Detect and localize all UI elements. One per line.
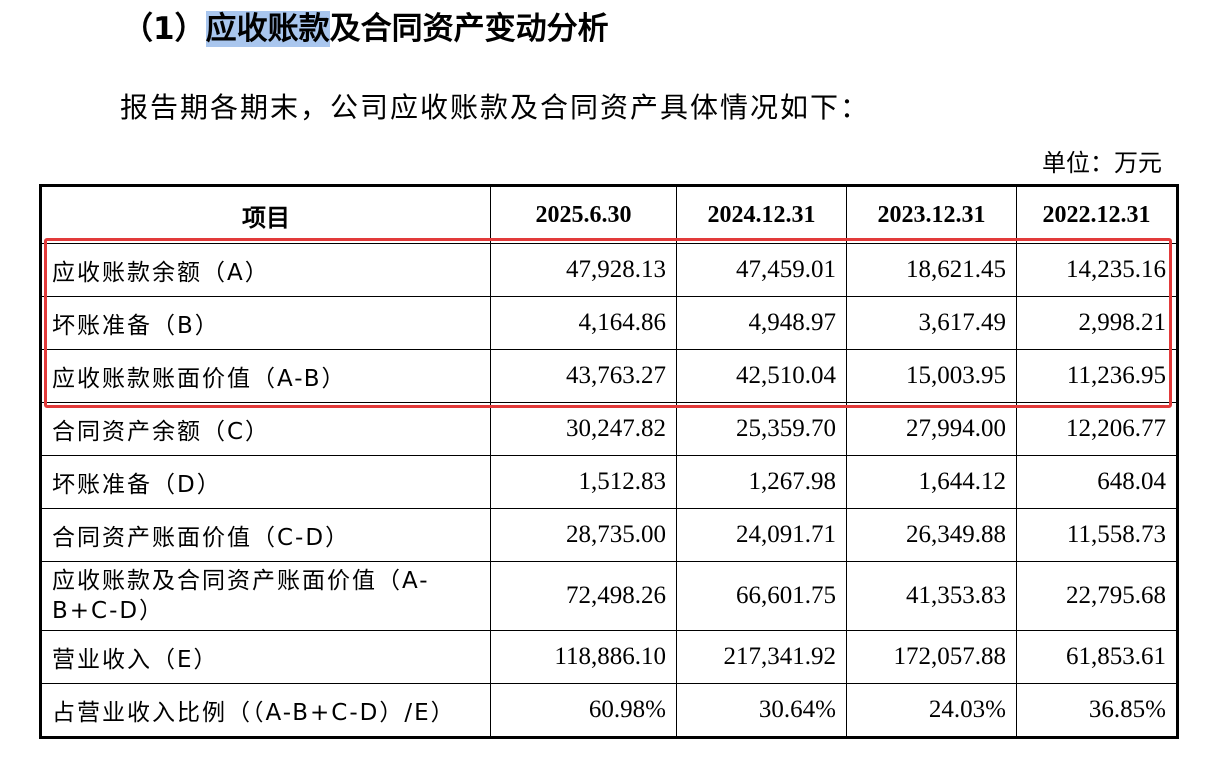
cell-value: 18,621.45 — [846, 243, 1017, 297]
cell-value: 24.03% — [846, 683, 1017, 738]
section-heading: （1）应收账款及合同资产变动分析 — [122, 8, 609, 50]
cell-value: 30.64% — [676, 683, 847, 738]
cell-value: 648.04 — [1016, 455, 1178, 509]
cell-value: 66,601.75 — [676, 561, 847, 631]
cell-value: 60.98% — [490, 683, 677, 738]
cell-value: 1,512.83 — [490, 455, 677, 509]
table-row: 坏账准备（B） 4,164.86 4,948.97 3,617.49 2,998… — [40, 296, 1178, 350]
cell-value: 47,459.01 — [676, 243, 847, 297]
cell-value: 1,267.98 — [676, 455, 847, 509]
heading-rest: 及合同资产变动分析 — [329, 11, 609, 47]
cell-value: 15,003.95 — [846, 349, 1017, 403]
cell-value: 41,353.83 — [846, 561, 1017, 631]
cell-value: 11,558.73 — [1016, 508, 1178, 562]
header-item: 项目 — [40, 185, 491, 244]
cell-value: 24,091.71 — [676, 508, 847, 562]
table-row: 营业收入（E） 118,886.10 217,341.92 172,057.88… — [40, 630, 1178, 684]
cell-value: 43,763.27 — [490, 349, 677, 403]
row-label: 应收账款及合同资产账面价值（A-B+C-D） — [40, 561, 491, 631]
header-row: 项目 2025.6.30 2024.12.31 2023.12.31 2022.… — [40, 185, 1178, 244]
cell-value: 172,057.88 — [846, 630, 1017, 684]
header-2025-6-30: 2025.6.30 — [490, 185, 677, 244]
cell-value: 118,886.10 — [490, 630, 677, 684]
row-label-text: 应收账款及合同资产账面价值（A-B+C-D） — [52, 568, 430, 624]
cell-value: 3,617.49 — [846, 296, 1017, 350]
table-row: 占营业收入比例（（A-B+C-D）/E） 60.98% 30.64% 24.03… — [40, 683, 1178, 738]
cell-value: 11,236.95 — [1016, 349, 1178, 403]
table-row: 应收账款账面价值（A-B） 43,763.27 42,510.04 15,003… — [40, 349, 1178, 403]
table-row: 合同资产账面价值（C-D） 28,735.00 24,091.71 26,349… — [40, 508, 1178, 562]
header-2024-12-31: 2024.12.31 — [676, 185, 847, 244]
cell-value: 72,498.26 — [490, 561, 677, 631]
heading-highlighted-text: 应收账款 — [205, 11, 330, 47]
cell-value: 30,247.82 — [490, 402, 677, 456]
cell-value: 2,998.21 — [1016, 296, 1178, 350]
row-label: 应收账款余额（A） — [40, 243, 491, 297]
cell-value: 25,359.70 — [676, 402, 847, 456]
cell-value: 28,735.00 — [490, 508, 677, 562]
table-row: 应收账款余额（A） 47,928.13 47,459.01 18,621.45 … — [40, 243, 1178, 297]
row-label: 占营业收入比例（（A-B+C-D）/E） — [40, 683, 491, 738]
cell-value: 27,994.00 — [846, 402, 1017, 456]
cell-value: 14,235.16 — [1016, 243, 1178, 297]
cell-value: 47,928.13 — [490, 243, 677, 297]
intro-paragraph: 报告期各期末，公司应收账款及合同资产具体情况如下： — [120, 91, 871, 124]
cell-value: 42,510.04 — [676, 349, 847, 403]
row-label: 合同资产账面价值（C-D） — [40, 508, 491, 562]
row-label: 坏账准备（B） — [40, 296, 491, 350]
unit-label: 单位：万元 — [1042, 149, 1162, 177]
row-label: 营业收入（E） — [40, 630, 491, 684]
cell-value: 1,644.12 — [846, 455, 1017, 509]
cell-value: 217,341.92 — [676, 630, 847, 684]
cell-value: 12,206.77 — [1016, 402, 1178, 456]
heading-prefix: （1） — [122, 11, 206, 47]
cell-value: 4,164.86 — [490, 296, 677, 350]
table-row: 应收账款及合同资产账面价值（A-B+C-D） 72,498.26 66,601.… — [40, 561, 1178, 631]
cell-value: 36.85% — [1016, 683, 1178, 738]
table-row: 合同资产余额（C） 30,247.82 25,359.70 27,994.00 … — [40, 402, 1178, 456]
cell-value: 61,853.61 — [1016, 630, 1178, 684]
cell-value: 26,349.88 — [846, 508, 1017, 562]
row-label: 应收账款账面价值（A-B） — [40, 349, 491, 403]
cell-value: 4,948.97 — [676, 296, 847, 350]
header-2023-12-31: 2023.12.31 — [846, 185, 1017, 244]
table-row: 坏账准备（D） 1,512.83 1,267.98 1,644.12 648.0… — [40, 455, 1178, 509]
row-label: 坏账准备（D） — [40, 455, 491, 509]
cell-value: 22,795.68 — [1016, 561, 1178, 631]
header-2022-12-31: 2022.12.31 — [1016, 185, 1178, 244]
financial-table: 项目 2025.6.30 2024.12.31 2023.12.31 2022.… — [39, 184, 1179, 739]
row-label: 合同资产余额（C） — [40, 402, 491, 456]
